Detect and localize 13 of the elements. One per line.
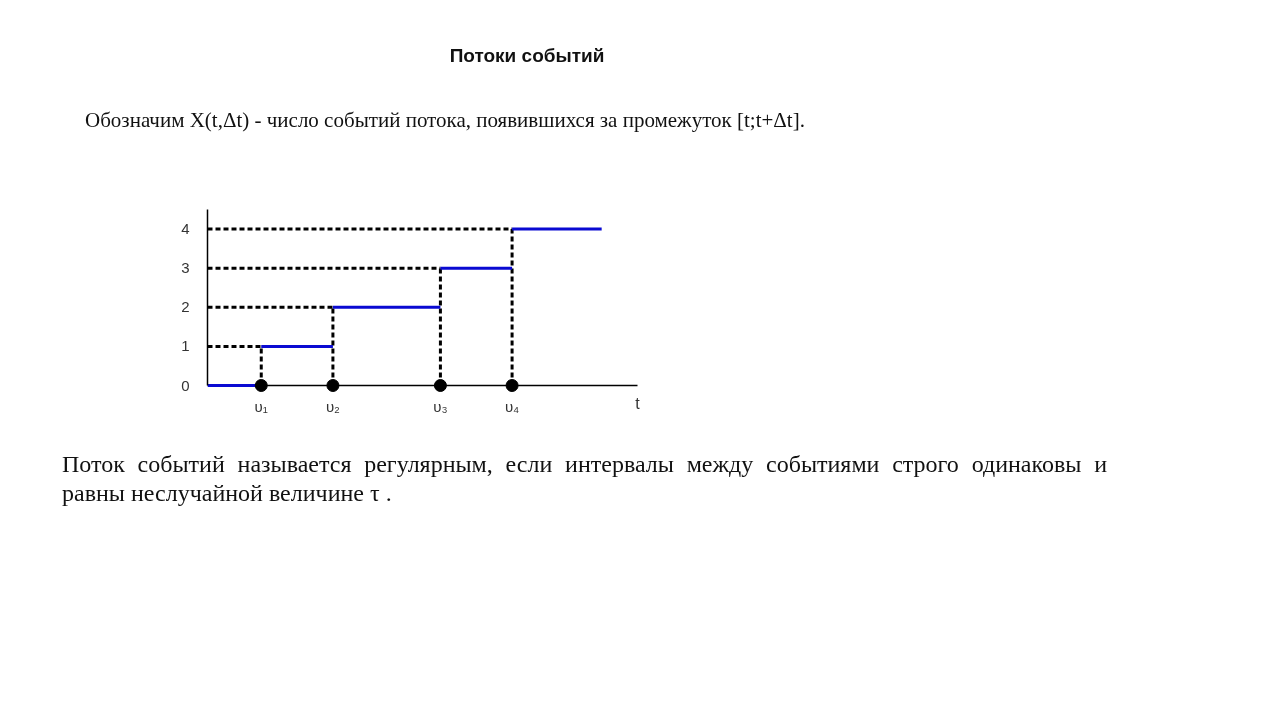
x-tick-label: υ₂ (325, 397, 341, 415)
x-tick-label: υ₄ (504, 397, 520, 415)
x-tick-label: υ₃ (433, 397, 448, 415)
x-axis-title: t (635, 394, 641, 412)
y-tick-label: 3 (181, 259, 190, 277)
text: Поток событий называется регулярным, если интервалы между событиями строго одинаковы и равны неслучайной величине τ . (62, 450, 1107, 508)
x-tick-label: υ₁ (254, 397, 268, 415)
chart-subtitle: Обозначим X(t,Δt) - число событий потока, появившихся за промежуток [t;t+Δt]. (84, 107, 805, 134)
y-tick-label: 1 (181, 337, 190, 355)
y-tick-label: 0 (181, 376, 190, 394)
y-tick-label: 2 (181, 298, 190, 316)
y-tick-label: 4 (181, 220, 190, 238)
chart-title: Потоки событий (448, 44, 606, 68)
